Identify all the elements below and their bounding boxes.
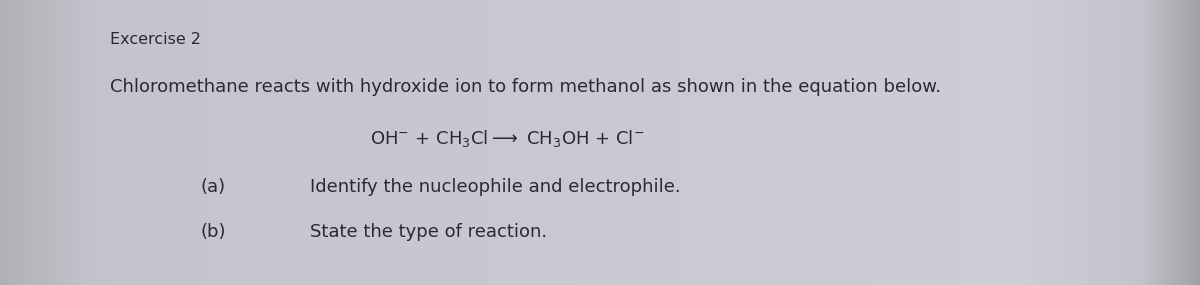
Text: (a): (a) [200, 178, 226, 196]
Text: (b): (b) [200, 223, 226, 241]
Text: OH$^{-}$ + CH$_{3}$Cl$\longrightarrow$ CH$_{3}$OH + Cl$^{-}$: OH$^{-}$ + CH$_{3}$Cl$\longrightarrow$ C… [370, 128, 644, 149]
Text: State the type of reaction.: State the type of reaction. [310, 223, 547, 241]
Text: Chloromethane reacts with hydroxide ion to form methanol as shown in the equatio: Chloromethane reacts with hydroxide ion … [110, 78, 941, 96]
Text: Identify the nucleophile and electrophile.: Identify the nucleophile and electrophil… [310, 178, 680, 196]
Text: Excercise 2: Excercise 2 [110, 32, 202, 47]
